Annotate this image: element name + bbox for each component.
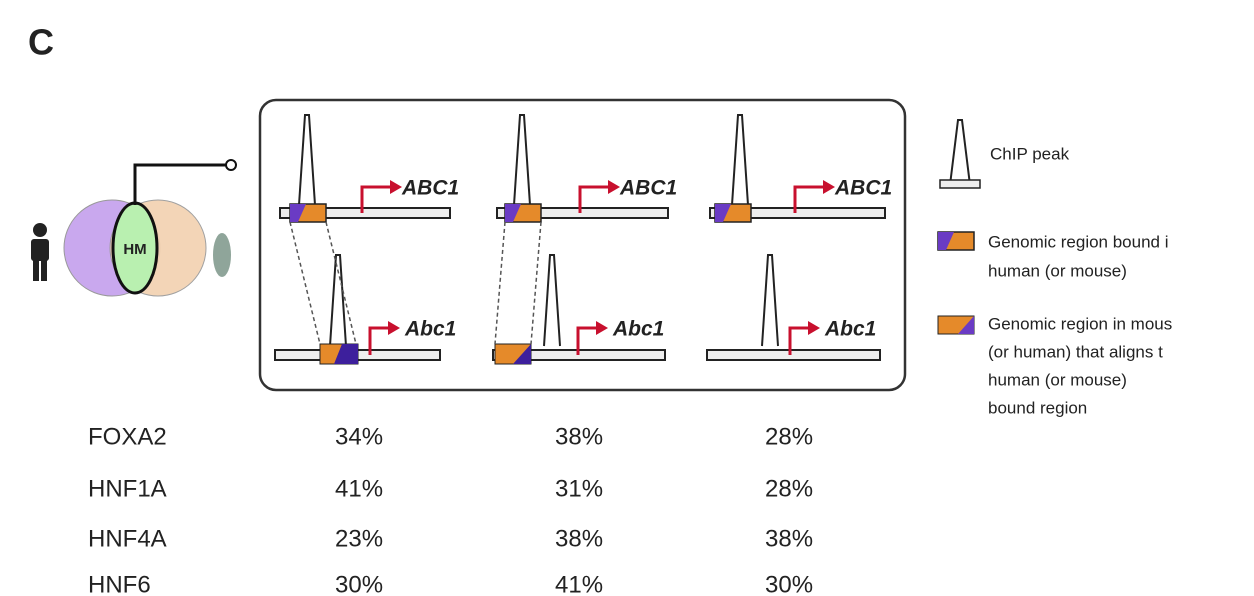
legend-text: human (or mouse) [988, 370, 1127, 389]
legend-text: Genomic region bound i [988, 232, 1169, 251]
alignment-dash [495, 222, 505, 344]
table-value: 30% [335, 571, 383, 596]
chip-peak [732, 115, 748, 205]
table-value: 38% [555, 423, 603, 450]
legend-text: ChIP peak [990, 144, 1070, 163]
tss-arrowhead [596, 321, 608, 335]
table-row-label: HNF6 [88, 571, 151, 596]
figure-panel: C HM ABC1Abc1ABC1Abc1ABC1Abc1 ChIP peak … [0, 0, 1254, 596]
bound-region [715, 204, 751, 222]
gene-label: ABC1 [619, 177, 677, 200]
table-value: 38% [555, 525, 603, 552]
chip-peak [544, 255, 560, 346]
chip-peak [330, 255, 346, 346]
chip-peak [762, 255, 778, 346]
table-row-label: HNF1A [88, 475, 167, 502]
chip-peak [514, 115, 530, 205]
table-row-label: HNF4A [88, 525, 167, 552]
table-value: 41% [555, 571, 603, 596]
mouse-icon [213, 233, 231, 277]
tss-arrowhead [388, 321, 400, 335]
legend-swatch [938, 316, 974, 334]
overlap-label: HM [123, 241, 146, 258]
table-value: 31% [555, 475, 603, 502]
tss-arrowhead [608, 180, 620, 194]
bound-region [290, 204, 326, 222]
chip-peak-icon [940, 120, 980, 188]
legend-text: bound region [988, 398, 1087, 417]
genome-line [707, 350, 880, 360]
gene-label: ABC1 [834, 177, 892, 200]
table-value: 38% [765, 525, 813, 552]
table-value: 34% [335, 423, 383, 450]
legend-text: Genomic region in mous [988, 314, 1172, 333]
alignment-dash [531, 222, 541, 344]
connector [135, 165, 228, 205]
tss-arrowhead [823, 180, 835, 194]
table-value: 28% [765, 475, 813, 502]
gene-label: Abc1 [612, 318, 664, 341]
legend-swatch [938, 232, 974, 250]
human-icon [31, 223, 49, 281]
table-value: 30% [765, 571, 813, 596]
gene-label: ABC1 [401, 177, 459, 200]
table-row-label: FOXA2 [88, 423, 167, 450]
bound-region [505, 204, 541, 222]
chip-peak [299, 115, 315, 205]
legend-text: (or human) that aligns t [988, 342, 1163, 361]
panel-label: C [28, 22, 54, 63]
gene-label: Abc1 [824, 318, 876, 341]
tss-arrowhead [390, 180, 402, 194]
legend-text: human (or mouse) [988, 261, 1127, 280]
tss-arrowhead [808, 321, 820, 335]
table-value: 41% [335, 475, 383, 502]
gene-label: Abc1 [404, 318, 456, 341]
table-value: 23% [335, 525, 383, 552]
connector-end [226, 160, 236, 170]
alignment-dash [290, 222, 320, 344]
table-value: 28% [765, 423, 813, 450]
